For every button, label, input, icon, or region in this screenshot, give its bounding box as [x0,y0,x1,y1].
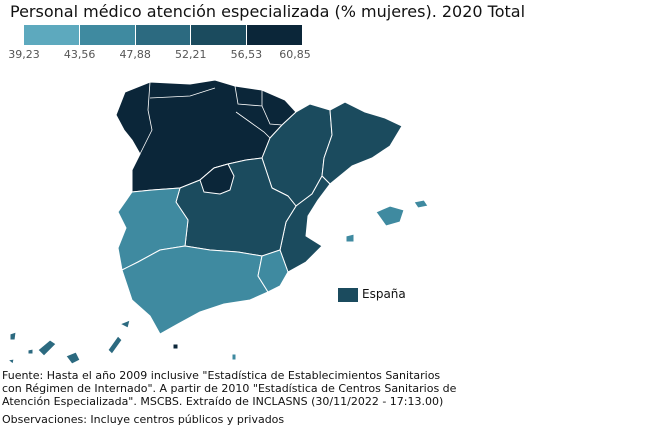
legend-tick-6: 60,85 [279,48,311,61]
island-menorca[interactable] [413,199,429,209]
island-ibiza[interactable] [345,233,355,243]
region-madrid[interactable] [199,163,235,195]
city-ceuta[interactable] [172,343,179,350]
border-rioja [235,111,271,139]
legend-tick-1: 39,23 [8,48,40,61]
color-legend [24,25,302,45]
island-gomera[interactable] [27,348,34,355]
country-key-swatch [338,288,358,302]
observations-note: Observaciones: Incluye centros públicos … [2,413,285,426]
border-navarra [261,105,283,126]
country-key-label: España [362,287,406,301]
legend-bin-2 [79,25,136,45]
border-galicia [139,81,153,155]
island-tenerife[interactable] [37,339,57,357]
legend-bin-3 [135,25,192,45]
region-cataluna[interactable] [321,101,403,185]
region-andalucia[interactable] [121,245,269,335]
border-pais-vasco [234,85,263,107]
region-murcia[interactable] [257,249,289,293]
border-asturias [149,87,216,99]
city-melilla[interactable] [231,353,237,361]
island-mallorca[interactable] [375,205,405,227]
legend-tick-3: 47,88 [119,48,151,61]
legend-bin-4 [191,25,248,45]
source-note: Fuente: Hasta el año 2009 inclusive "Est… [2,369,457,408]
legend-tick-2: 43,56 [63,48,96,61]
legend-ticks: 39,23 43,56 47,88 52,21 56,53 60,85 [0,48,320,62]
map-title: Personal médico atención especializada (… [10,2,526,21]
island-la-palma[interactable] [9,331,17,341]
island-lanzarote[interactable] [119,319,131,329]
legend-bin-5 [247,25,302,45]
legend-tick-5: 56,53 [230,48,263,61]
legend-tick-4: 52,21 [175,48,207,61]
island-gran-canaria[interactable] [65,351,81,365]
island-hierro[interactable] [7,358,15,365]
legend-bin-1 [24,25,80,45]
island-fuerteventura[interactable] [107,335,123,355]
